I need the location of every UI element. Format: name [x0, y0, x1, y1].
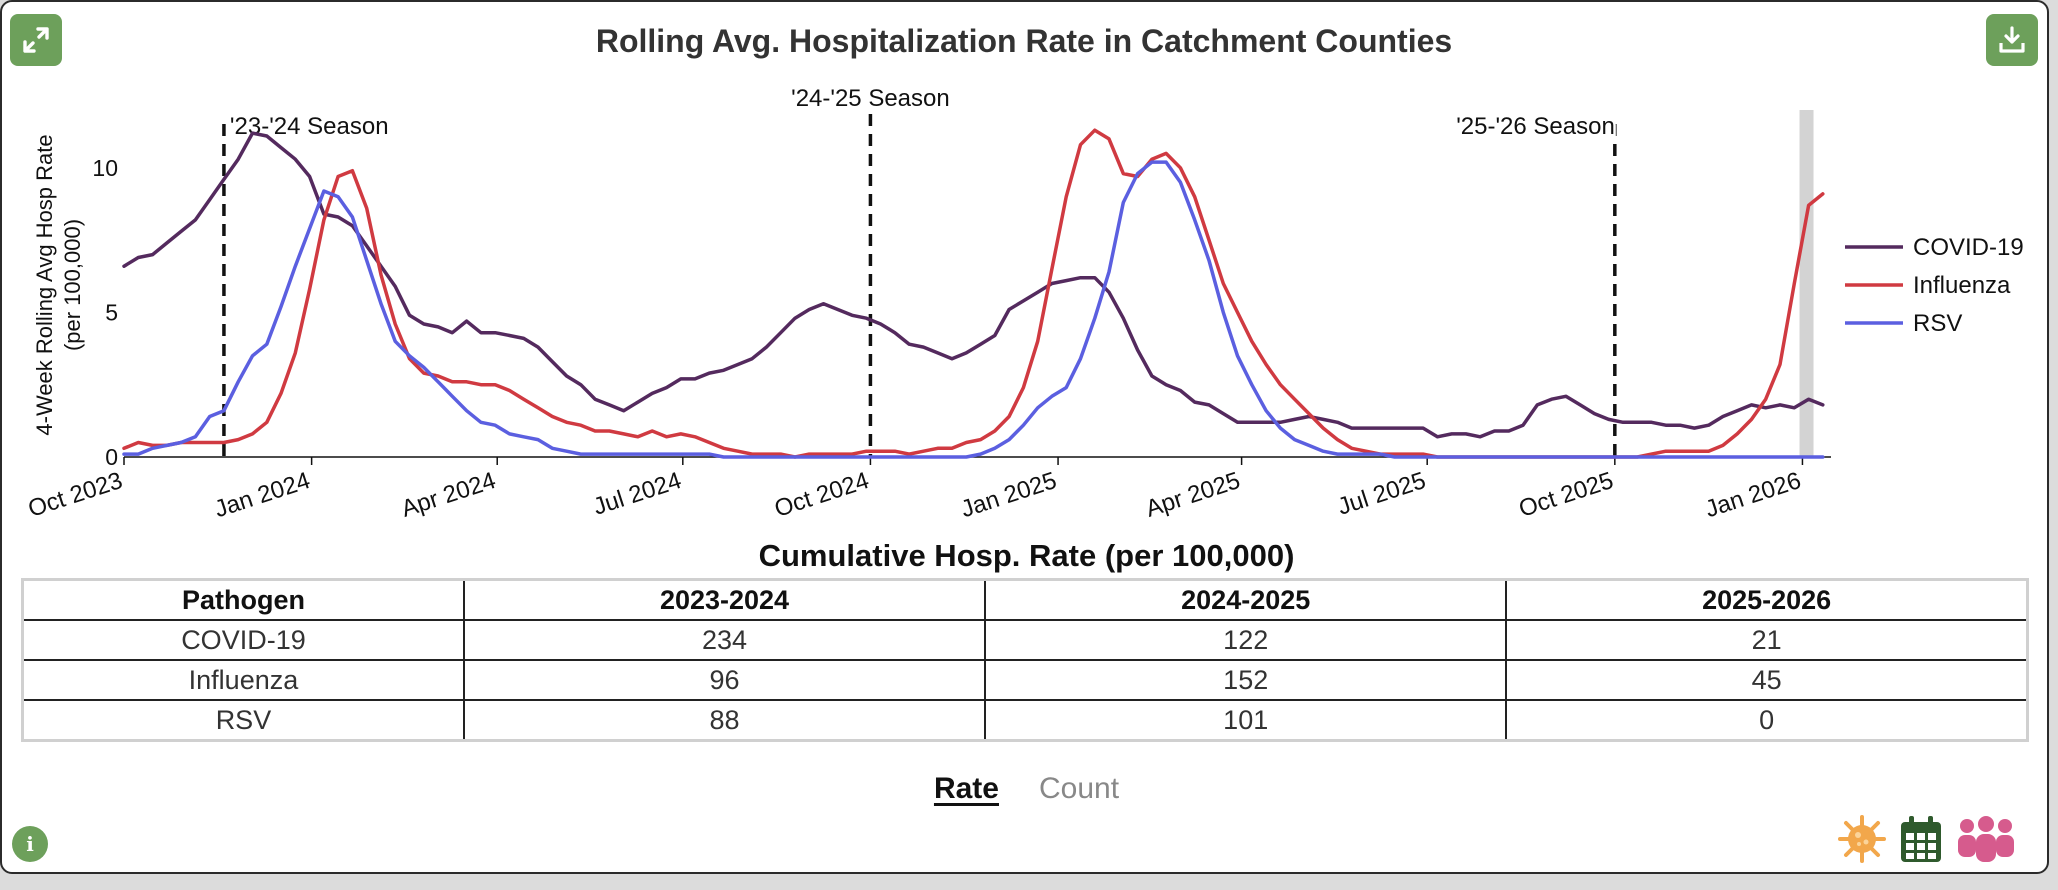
- table-header-row: Pathogen 2023-2024 2024-2025 2025-2026: [20, 578, 2030, 621]
- table-cell: 122: [984, 619, 1508, 661]
- y-tick-label: 5: [105, 299, 118, 325]
- x-tick-label: Oct 2024: [771, 467, 872, 523]
- y-tick-label: 0: [105, 444, 118, 470]
- dashboard-card: Rolling Avg. Hospitalization Rate in Cat…: [0, 0, 2049, 874]
- x-tick-label: Oct 2025: [1516, 467, 1617, 523]
- expand-button[interactable]: [10, 14, 62, 66]
- table-cell: RSV: [20, 699, 465, 742]
- legend-label: Influenza: [1913, 272, 2011, 299]
- count-tab[interactable]: Count: [1038, 772, 1120, 805]
- legend-label: COVID-19: [1913, 234, 2024, 261]
- hospitalization-chart: Rolling Avg. Hospitalization Rate in Cat…: [25, 23, 2024, 523]
- info-button[interactable]: i: [12, 826, 48, 862]
- table-cell: 234: [462, 619, 987, 661]
- header-season-3: 2025-2026: [1505, 578, 2030, 621]
- x-tick-label: Jul 2024: [590, 467, 685, 521]
- x-tick-label: Apr 2024: [398, 467, 499, 523]
- current-week-highlight: [1799, 110, 1814, 457]
- x-tick-label: Apr 2025: [1142, 467, 1243, 523]
- virus-icon[interactable]: [1837, 814, 1887, 869]
- season-marker-label: '25-'26 Season: [1456, 113, 1615, 140]
- people-group-icon[interactable]: [1955, 814, 2017, 869]
- cumulative-rate-table: Pathogen 2023-2024 2024-2025 2025-2026 C…: [20, 578, 2030, 742]
- y-axis-label-units: (per 100,000): [60, 219, 85, 351]
- download-button[interactable]: [1986, 14, 2038, 66]
- info-icon: i: [26, 832, 34, 856]
- table-cell: 152: [984, 659, 1508, 701]
- y-axis-label: 4-Week Rolling Avg Hosp Rate: [32, 134, 57, 435]
- x-tick-label: Jan 2026: [1702, 467, 1804, 523]
- y-tick-label: 10: [92, 155, 118, 181]
- x-tick-label: Oct 2023: [25, 467, 126, 523]
- table-cell: 21: [1505, 619, 2030, 661]
- header-season-2: 2024-2025: [984, 578, 1508, 621]
- chart-title: Rolling Avg. Hospitalization Rate in Cat…: [596, 23, 1452, 59]
- table-cell: 88: [462, 699, 987, 742]
- header-season-1: 2023-2024: [462, 578, 987, 621]
- table-cell: COVID-19: [20, 619, 465, 661]
- x-tick-label: Jul 2025: [1334, 467, 1429, 521]
- table-row: RSV 88 101 0: [20, 699, 2030, 742]
- download-icon: [1999, 26, 2025, 53]
- header-pathogen: Pathogen: [20, 578, 465, 621]
- table-cell: 45: [1505, 659, 2030, 701]
- filter-icon-group: [1837, 814, 2017, 869]
- rate-tab[interactable]: Rate: [933, 772, 999, 805]
- expand-arrows-icon: [23, 27, 49, 53]
- legend-label: RSV: [1913, 310, 1962, 337]
- rate-count-toggle: Rate Count: [2, 772, 2047, 806]
- table-cell: 101: [984, 699, 1508, 742]
- calendar-icon[interactable]: [1899, 814, 1943, 869]
- series-line-rsv: [122, 160, 1825, 459]
- table-row: COVID-19 234 122 21: [20, 619, 2030, 661]
- season-marker-label: '24-'25 Season: [791, 85, 950, 112]
- table-row: Influenza 96 152 45: [20, 659, 2030, 701]
- series-line-covid-19: [122, 131, 1825, 439]
- table-cell: 0: [1505, 699, 2030, 742]
- x-tick-label: Jan 2025: [958, 467, 1060, 523]
- table-cell: 96: [462, 659, 987, 701]
- table-cell: Influenza: [20, 659, 465, 701]
- season-marker-label: '23-'24 Season: [230, 113, 389, 140]
- x-tick-label: Jan 2024: [211, 467, 313, 523]
- table-title: Cumulative Hosp. Rate (per 100,000): [758, 538, 1295, 573]
